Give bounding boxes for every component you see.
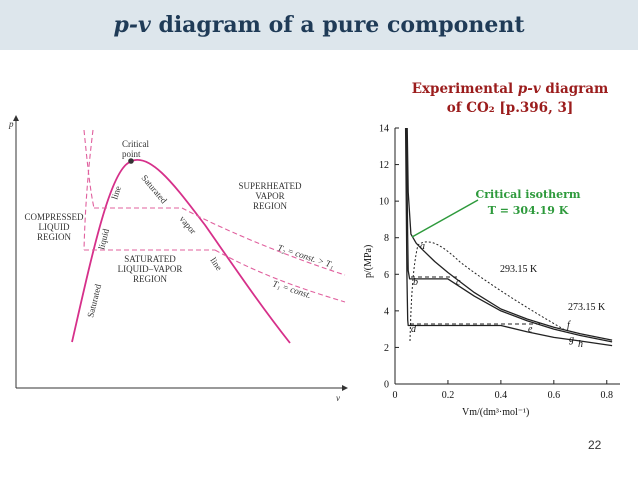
experimental-caption-line1: Experimental p-v diagram (380, 80, 638, 99)
co2-y-tick-label: 6 (384, 270, 389, 281)
isotherm-label-293: 293.15 K (500, 264, 538, 275)
point-label-h: h (578, 339, 583, 350)
co2-isotherm-line-3 (404, 127, 613, 347)
page-number: 22 (588, 438, 602, 452)
left-axis-p: p (8, 119, 14, 129)
superheated-label-2: VAPOR (255, 191, 284, 201)
critical-isotherm-label: Critical isotherm (475, 188, 580, 201)
caption-italic: p-v (517, 81, 541, 97)
point-label-b: b (413, 277, 418, 288)
point-label-g: g (569, 334, 574, 345)
co2-y-tick-label: 0 (384, 380, 389, 391)
caption-post: diagram (540, 81, 609, 97)
saturation-dome (71, 159, 291, 344)
sat-liquid-label-3: line (109, 185, 123, 201)
caption-pre: Experimental (411, 81, 518, 97)
co2-ticks: 0 2 4 6 8 10 12 14 0 0.2 0.4 0.6 0.8 (379, 124, 613, 402)
critical-isotherm-value: T = 304.19 K (488, 204, 569, 217)
co2-y-tick-label: 2 (384, 343, 389, 354)
co2-y-tick-label: 8 (384, 233, 389, 244)
critical-point-marker (128, 158, 134, 164)
left-axis-v: v (336, 393, 340, 403)
critical-point-label-1: Critical (122, 139, 149, 149)
saturated-region-label-1: SATURATED (124, 254, 176, 264)
saturated-region-label-2: LIQUID–VAPOR (118, 264, 183, 274)
critical-isotherm-pointer (411, 199, 479, 238)
compressed-label-2: LIQUID (39, 222, 70, 232)
co2-y-tick-label: 12 (379, 160, 389, 171)
critical-point-label-2: point (122, 149, 141, 159)
co2-isotherm-line-2 (405, 127, 613, 343)
compressed-label-1: COMPRESSED (24, 212, 84, 222)
co2-isotherm-line-1 (406, 127, 613, 341)
point-label-f: f (567, 320, 571, 331)
co2-two-phase-envelope (409, 241, 566, 342)
co2-x-axis-title: Vm/(dm³·mol⁻¹) (462, 407, 529, 418)
saturated-region-label-3: REGION (133, 274, 167, 284)
co2-x-tick-label: 0.4 (495, 390, 508, 401)
point-label-c: c (456, 277, 461, 288)
compressed-label-3: REGION (37, 232, 71, 242)
superheated-label-1: SUPERHEATED (238, 181, 302, 191)
experimental-caption: Experimental p-v diagram of CO₂ [p.396, … (380, 80, 638, 118)
isotherm-t1 (83, 129, 346, 303)
point-label-a: a (420, 241, 425, 252)
co2-y-tick-label: 14 (379, 124, 389, 135)
superheated-label-3: REGION (253, 201, 287, 211)
co2-y-tick-label: 10 (379, 197, 389, 208)
point-label-d: d (411, 324, 417, 335)
co2-series (404, 127, 613, 347)
title-bar (0, 0, 638, 50)
isotherm-label-273: 273.15 K (568, 302, 606, 313)
co2-x-tick-label: 0.2 (442, 390, 455, 401)
co2-x-tick-label: 0.6 (548, 390, 561, 401)
co2-y-tick-label: 4 (384, 306, 389, 317)
co2-x-tick-label: 0.8 (601, 390, 614, 401)
title-italic: p-v (113, 12, 151, 38)
co2-y-axis-title: p/(MPa) (363, 245, 374, 278)
experimental-caption-line2: of CO₂ [p.396, 3] (446, 100, 574, 116)
title-rest: diagram of a pure component (150, 12, 525, 38)
slide-title: p-v diagram of a pure component (0, 0, 638, 50)
co2-axes (394, 128, 620, 385)
co2-x-tick-label: 0 (393, 390, 398, 401)
point-label-e: e (528, 324, 533, 335)
